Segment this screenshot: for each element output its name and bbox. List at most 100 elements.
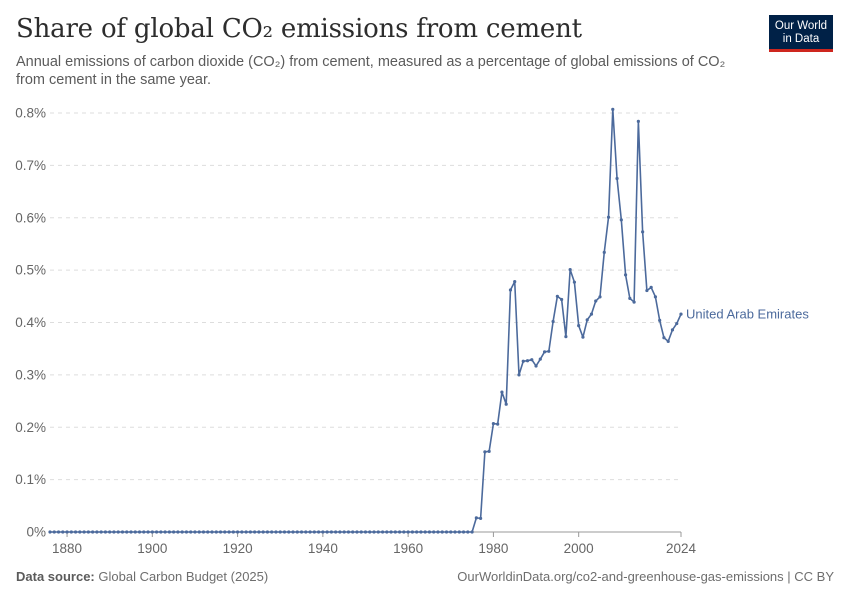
data-point <box>641 230 645 234</box>
data-point <box>500 390 504 394</box>
data-point <box>564 335 568 339</box>
y-tick-label: 0.6% <box>15 210 46 225</box>
x-tick-label: 1960 <box>393 541 423 556</box>
data-point <box>606 215 611 219</box>
data-point <box>91 530 95 534</box>
data-point <box>628 296 632 301</box>
data-point <box>253 530 257 534</box>
data-point <box>538 357 542 361</box>
data-point <box>389 530 393 534</box>
data-point <box>108 530 112 534</box>
data-point <box>329 530 333 534</box>
x-tick-label: 1920 <box>223 541 253 556</box>
data-source-value[interactable]: Global Carbon Budget (2025) <box>98 569 269 584</box>
data-point <box>444 530 449 534</box>
data-point <box>61 530 65 534</box>
data-point <box>82 530 86 534</box>
data-point <box>572 280 577 284</box>
data-point <box>568 268 572 272</box>
data-point <box>521 359 525 363</box>
data-point <box>623 273 628 277</box>
data-point <box>287 530 291 534</box>
logo-line-1: Our World <box>774 20 828 32</box>
data-point <box>223 530 227 534</box>
chart-title: Share of global CO₂ emissions from cemen… <box>16 14 582 44</box>
data-point <box>137 530 142 534</box>
data-point <box>172 530 176 534</box>
data-point <box>235 530 240 534</box>
data-point <box>466 530 470 534</box>
series-label: United Arab Emirates <box>686 307 809 322</box>
data-point <box>103 530 108 534</box>
data-point <box>163 530 167 534</box>
data-point <box>184 530 189 534</box>
data-point <box>491 421 496 426</box>
data-point <box>129 530 133 534</box>
data-point <box>530 358 534 362</box>
data-point <box>461 530 466 534</box>
data-point <box>257 530 261 534</box>
x-tick-label: 2000 <box>564 541 594 556</box>
data-point <box>244 530 248 534</box>
footer-url[interactable]: OurWorldinData.org/co2-and-greenhouse-ga… <box>457 569 834 584</box>
data-point <box>645 288 649 293</box>
y-tick-label: 0.3% <box>15 367 46 382</box>
data-point <box>278 530 282 534</box>
data-point <box>534 364 538 368</box>
data-point <box>201 530 206 534</box>
y-tick-label: 0% <box>26 525 46 540</box>
data-point <box>619 218 623 222</box>
data-point <box>653 295 658 299</box>
y-tick-label: 0.8% <box>15 106 46 121</box>
data-point <box>197 530 201 534</box>
data-point <box>193 530 197 534</box>
y-tick-label: 0.1% <box>15 472 46 487</box>
data-point <box>125 530 129 534</box>
data-point <box>410 530 414 534</box>
data-point <box>376 530 380 534</box>
data-point <box>406 530 410 534</box>
data-point <box>299 530 304 534</box>
data-point <box>176 530 180 534</box>
data-point <box>483 450 487 454</box>
data-point <box>380 530 385 534</box>
data-point <box>457 530 461 534</box>
x-tick-label: 2024 <box>666 541 697 556</box>
owid-logo[interactable]: Our World in Data <box>769 15 833 52</box>
data-point <box>440 530 444 534</box>
data-point <box>78 530 82 534</box>
data-point <box>317 530 321 534</box>
y-tick-label: 0.4% <box>15 315 46 330</box>
data-point <box>133 530 137 534</box>
data-point <box>325 530 329 534</box>
data-point <box>99 530 103 534</box>
data-point <box>359 530 363 534</box>
data-point <box>649 285 653 290</box>
data-point <box>321 530 325 534</box>
data-point <box>589 312 594 316</box>
data-point <box>560 297 564 302</box>
data-point <box>338 530 342 534</box>
data-point <box>504 402 508 406</box>
data-point <box>65 530 69 534</box>
series-layer <box>48 107 683 534</box>
data-point <box>542 350 547 354</box>
data-point <box>355 530 359 534</box>
data-point <box>210 530 214 534</box>
data-point <box>602 250 606 254</box>
data-point <box>240 530 244 534</box>
data-point <box>432 530 436 534</box>
data-point <box>334 530 338 534</box>
data-point <box>636 119 640 123</box>
data-point <box>427 530 432 534</box>
chart-subtitle: Annual emissions of carbon dioxide (CO₂)… <box>16 54 726 88</box>
data-point <box>154 530 159 534</box>
data-point <box>291 530 295 534</box>
data-point <box>679 312 683 316</box>
data-point <box>282 530 287 534</box>
data-point <box>351 530 355 534</box>
data-point <box>48 530 52 534</box>
data-point <box>142 530 146 534</box>
data-point <box>214 530 218 534</box>
